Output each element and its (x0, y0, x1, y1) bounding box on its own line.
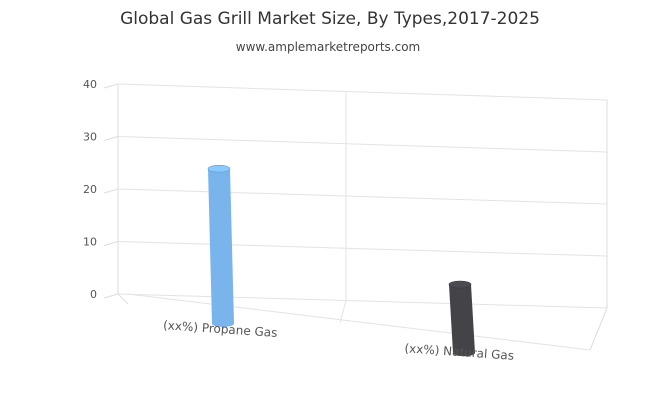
y-tick-label-1: 10 (83, 236, 97, 249)
bar-1 (448, 280, 475, 357)
grid-line-4 (117, 83, 608, 101)
y-tick-mark-3 (103, 136, 119, 141)
grid-line-0 (117, 293, 608, 309)
y-tick-label-4: 40 (83, 78, 97, 91)
grid-layer (103, 83, 608, 351)
y-tick-mark-2 (103, 188, 119, 194)
category-label-1: (xx%) Natural Gas (404, 341, 514, 363)
y-tick-label-3: 30 (83, 131, 97, 144)
bar-top-1 (448, 280, 472, 289)
grid-line-1 (117, 241, 608, 257)
floor-right-edge (589, 307, 608, 351)
y-tick-mark-0 (103, 293, 119, 299)
bar-body-0 (208, 168, 234, 328)
floor-front-edge (127, 293, 591, 351)
bar-top-0 (207, 164, 231, 173)
bar-0 (207, 164, 234, 328)
chart-subtitle: www.amplemarketreports.com (236, 40, 420, 54)
y-tick-label-2: 20 (83, 183, 97, 196)
floor-left-edge (117, 293, 129, 305)
bar-body-1 (449, 284, 475, 357)
y-tick-mark-1 (103, 241, 119, 246)
chart-title: Global Gas Grill Market Size, By Types,2… (120, 9, 540, 29)
category-label-0: (xx%) Propane Gas (163, 318, 278, 340)
bars (207, 164, 475, 357)
grid-line-3 (117, 136, 608, 153)
y-tick-labels: 0 10 20 30 40 (83, 78, 97, 301)
grid-line-2 (117, 188, 608, 205)
y-tick-mark-4 (103, 83, 119, 89)
floor-divider (339, 300, 347, 323)
y-tick-label-0: 0 (90, 288, 97, 301)
